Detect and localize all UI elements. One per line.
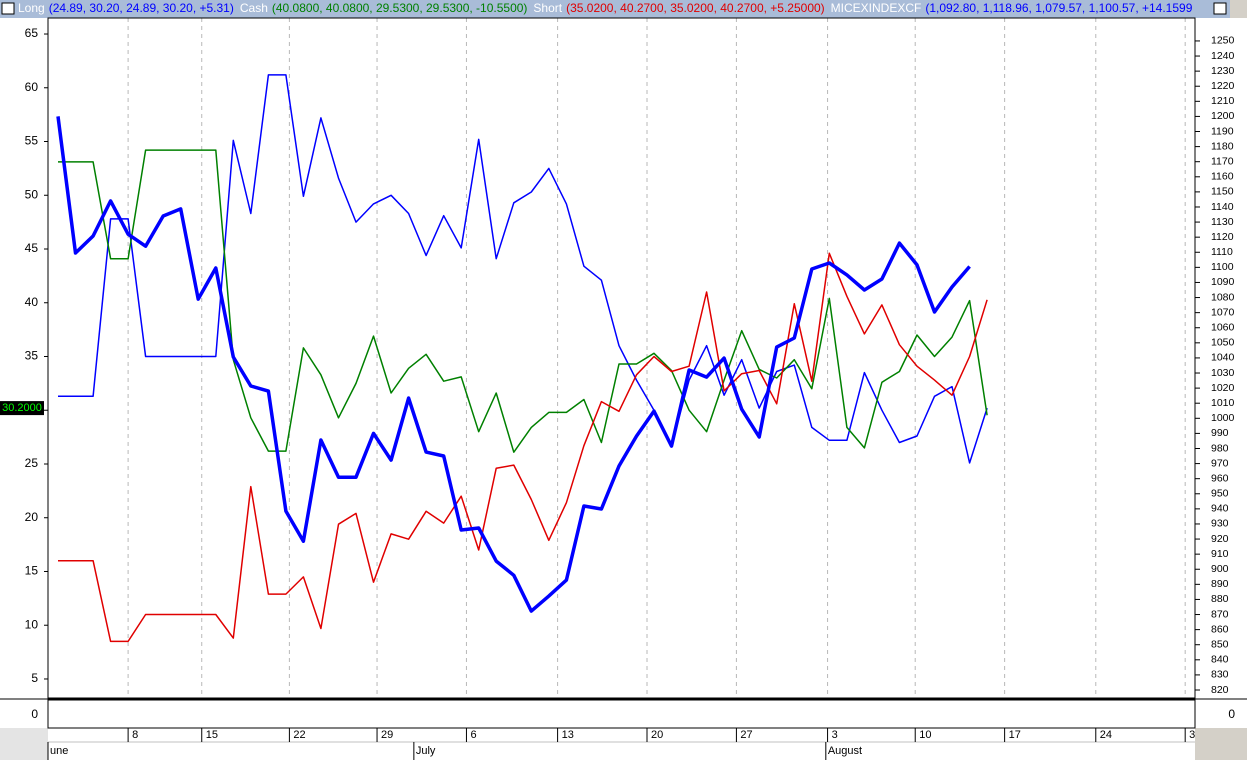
y2-tick-label: 940 — [1211, 503, 1229, 515]
y-tick-label: 45 — [25, 241, 39, 255]
corner — [1195, 728, 1247, 760]
y2-tick-label: 1190 — [1211, 125, 1234, 137]
y2-tick-label: 860 — [1211, 623, 1229, 635]
y2-tick-label: 1080 — [1211, 291, 1235, 303]
y-tick-label: 50 — [25, 187, 39, 201]
y2-tick-label: 970 — [1211, 457, 1229, 469]
y2-tick-label: 1130 — [1211, 216, 1234, 228]
x-tick-label: 6 — [470, 729, 476, 741]
legend-name: MICEXINDEXCF — [831, 1, 922, 15]
y2-tick-label: 1050 — [1211, 337, 1235, 349]
y2-tick-label: 930 — [1211, 518, 1229, 530]
month-label: une — [50, 745, 68, 757]
x-tick-label: 8 — [132, 729, 138, 741]
legend-name: Short — [533, 1, 562, 15]
legend-values: (24.89, 30.20, 24.89, 30.20, +5.31) — [49, 1, 234, 15]
y-tick-label: 10 — [25, 617, 39, 631]
legend-values: (40.0800, 40.0800, 29.5300, 29.5300, -10… — [272, 1, 528, 15]
y2-tick-label: 1150 — [1211, 186, 1234, 198]
x-tick-label: 3 — [832, 729, 838, 741]
y2-tick-label: 1020 — [1211, 382, 1235, 394]
y2-tick-label: 1000 — [1211, 412, 1235, 424]
y-tick-label: 35 — [25, 349, 39, 363]
x-tick-label: 27 — [740, 729, 752, 741]
y2-tick-label: 820 — [1211, 684, 1229, 696]
x-tick-label: 20 — [651, 729, 663, 741]
legend-name: Long — [18, 1, 45, 15]
y2-tick-label: 1180 — [1211, 140, 1234, 152]
y2-tick-label: 900 — [1211, 563, 1229, 575]
series-line — [56, 116, 971, 613]
y2-tick-label: 1210 — [1211, 95, 1235, 107]
x-tick-label: 3 — [1189, 729, 1195, 741]
value-marker-label: 30.2000 — [2, 402, 42, 414]
lower-y2-tick-label: 0 — [1228, 707, 1235, 721]
y2-tick-label: 1160 — [1211, 171, 1234, 183]
y2-tick-label: 840 — [1211, 654, 1229, 666]
x-tick-label: 24 — [1100, 729, 1112, 741]
y-tick-label: 15 — [25, 564, 39, 578]
legend-values: (35.0200, 40.2700, 35.0200, 40.2700, +5.… — [566, 1, 825, 15]
y2-tick-label: 890 — [1211, 578, 1229, 590]
y2-tick-label: 1200 — [1211, 110, 1235, 122]
x-tick-label: 10 — [919, 729, 931, 741]
x-tick-label: 22 — [293, 729, 305, 741]
month-label: July — [416, 745, 436, 757]
y2-tick-label: 1030 — [1211, 367, 1235, 379]
y2-tick-label: 910 — [1211, 548, 1229, 560]
y2-tick-label: 1250 — [1211, 35, 1235, 47]
y-tick-label: 25 — [25, 456, 39, 470]
y2-tick-label: 950 — [1211, 488, 1229, 500]
lower-y-tick-label: 0 — [31, 707, 38, 721]
legend-name: Cash — [240, 1, 268, 15]
y2-tick-label: 1170 — [1211, 155, 1234, 167]
series-line — [58, 149, 988, 453]
y-tick-label: 65 — [25, 26, 39, 40]
x-tick-label: 15 — [206, 729, 218, 741]
bar-end — [1230, 0, 1247, 18]
y2-tick-label: 880 — [1211, 593, 1229, 605]
y2-tick-label: 1140 — [1211, 201, 1234, 213]
y2-tick-label: 1100 — [1211, 261, 1234, 273]
plot-area — [56, 18, 1186, 698]
y2-tick-label: 960 — [1211, 472, 1229, 484]
y2-tick-label: 830 — [1211, 669, 1229, 681]
y2-tick-label: 1060 — [1211, 322, 1235, 334]
y2-tick-label: 850 — [1211, 638, 1229, 650]
y-tick-label: 60 — [25, 80, 39, 94]
y2-tick-label: 920 — [1211, 533, 1229, 545]
y-tick-label: 20 — [25, 510, 39, 524]
x-tick-label: 29 — [381, 729, 393, 741]
legend-values: (1,092.80, 1,118.96, 1,079.57, 1,100.57,… — [925, 1, 1192, 15]
series-line — [58, 252, 988, 643]
y2-tick-label: 1230 — [1211, 65, 1235, 77]
y2-tick-label: 1120 — [1211, 231, 1234, 243]
y2-tick-label: 990 — [1211, 427, 1229, 439]
y-tick-label: 55 — [25, 134, 39, 148]
y-tick-label: 40 — [25, 295, 39, 309]
month-label: August — [828, 745, 862, 757]
y2-tick-label: 1040 — [1211, 352, 1235, 364]
y2-tick-label: 1240 — [1211, 50, 1235, 62]
y2-tick-label: 1110 — [1211, 246, 1233, 258]
y2-tick-label: 1090 — [1211, 276, 1235, 288]
value-marker — [0, 401, 44, 416]
legend-bar — [0, 0, 1247, 18]
close-icon[interactable] — [1213, 2, 1227, 15]
y-tick-label: 5 — [31, 671, 38, 685]
panel-icon[interactable] — [1, 2, 15, 15]
y2-tick-label: 870 — [1211, 608, 1229, 620]
x-tick-label: 17 — [1009, 729, 1021, 741]
y2-tick-label: 1220 — [1211, 80, 1235, 92]
y2-tick-label: 980 — [1211, 442, 1229, 454]
corner — [0, 728, 48, 760]
y2-tick-label: 1010 — [1211, 397, 1235, 409]
x-tick-label: 13 — [562, 729, 574, 741]
y2-tick-label: 1070 — [1211, 306, 1235, 318]
series-line — [58, 74, 988, 464]
